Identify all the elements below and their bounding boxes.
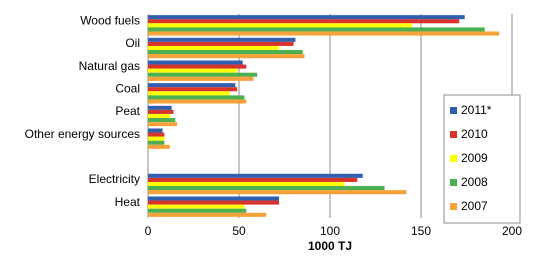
y-tick-label: Wood fuels bbox=[80, 14, 140, 28]
bar bbox=[148, 122, 178, 127]
legend-swatch bbox=[450, 131, 457, 138]
bar bbox=[148, 83, 236, 88]
legend-label: 2011* bbox=[461, 103, 492, 117]
bar bbox=[148, 91, 230, 96]
y-tick-label: Coal bbox=[115, 82, 140, 96]
x-tick-label: 150 bbox=[411, 224, 431, 238]
bar bbox=[148, 212, 267, 217]
y-tick-label: Electricity bbox=[89, 172, 140, 186]
legend-swatch bbox=[450, 203, 457, 210]
bar bbox=[148, 128, 163, 133]
bar bbox=[148, 45, 280, 51]
bar bbox=[148, 109, 174, 114]
bar bbox=[148, 190, 407, 195]
bar bbox=[148, 15, 465, 20]
y-tick-label: Other energy sources bbox=[25, 127, 140, 141]
bar bbox=[148, 19, 460, 24]
legend-label: 2008 bbox=[461, 175, 488, 189]
bar bbox=[148, 118, 176, 123]
x-tick-label: 100 bbox=[320, 224, 340, 238]
bar bbox=[148, 95, 245, 100]
x-tick-label: 0 bbox=[145, 224, 152, 238]
y-tick-label: Oil bbox=[125, 36, 140, 50]
legend-swatch bbox=[450, 107, 457, 114]
bar bbox=[148, 105, 172, 110]
bar bbox=[148, 76, 254, 81]
bar bbox=[148, 64, 247, 69]
bar bbox=[148, 132, 165, 137]
legend-swatch bbox=[450, 155, 457, 162]
bar bbox=[148, 177, 358, 182]
bar bbox=[148, 23, 412, 28]
bar bbox=[148, 113, 170, 119]
bar bbox=[148, 144, 170, 149]
bar bbox=[148, 68, 238, 73]
legend-label: 2009 bbox=[461, 151, 488, 165]
bar bbox=[148, 87, 238, 92]
bar bbox=[148, 181, 345, 187]
bar bbox=[148, 208, 247, 213]
bar bbox=[148, 196, 280, 201]
bar bbox=[148, 60, 243, 65]
bar bbox=[148, 173, 363, 178]
bar bbox=[148, 54, 305, 59]
bar bbox=[148, 140, 165, 145]
y-tick-label: Heat bbox=[115, 195, 141, 209]
y-tick-label: Peat bbox=[115, 104, 140, 118]
legend-swatch bbox=[450, 179, 457, 186]
bar bbox=[148, 72, 258, 77]
bar bbox=[148, 41, 294, 46]
bar bbox=[148, 37, 296, 42]
bar bbox=[148, 99, 247, 104]
bar bbox=[148, 27, 485, 32]
x-axis-label: 1000 TJ bbox=[308, 239, 352, 253]
bar bbox=[148, 50, 303, 55]
bar bbox=[148, 31, 500, 36]
bar bbox=[148, 204, 245, 209]
bar bbox=[148, 200, 280, 205]
bar bbox=[148, 186, 385, 191]
bar bbox=[148, 136, 165, 141]
x-tick-label: 200 bbox=[502, 224, 522, 238]
legend-label: 2010 bbox=[461, 127, 488, 141]
x-tick-label: 50 bbox=[232, 224, 246, 238]
y-tick-label: Natural gas bbox=[79, 59, 140, 73]
legend-label: 2007 bbox=[461, 199, 488, 213]
